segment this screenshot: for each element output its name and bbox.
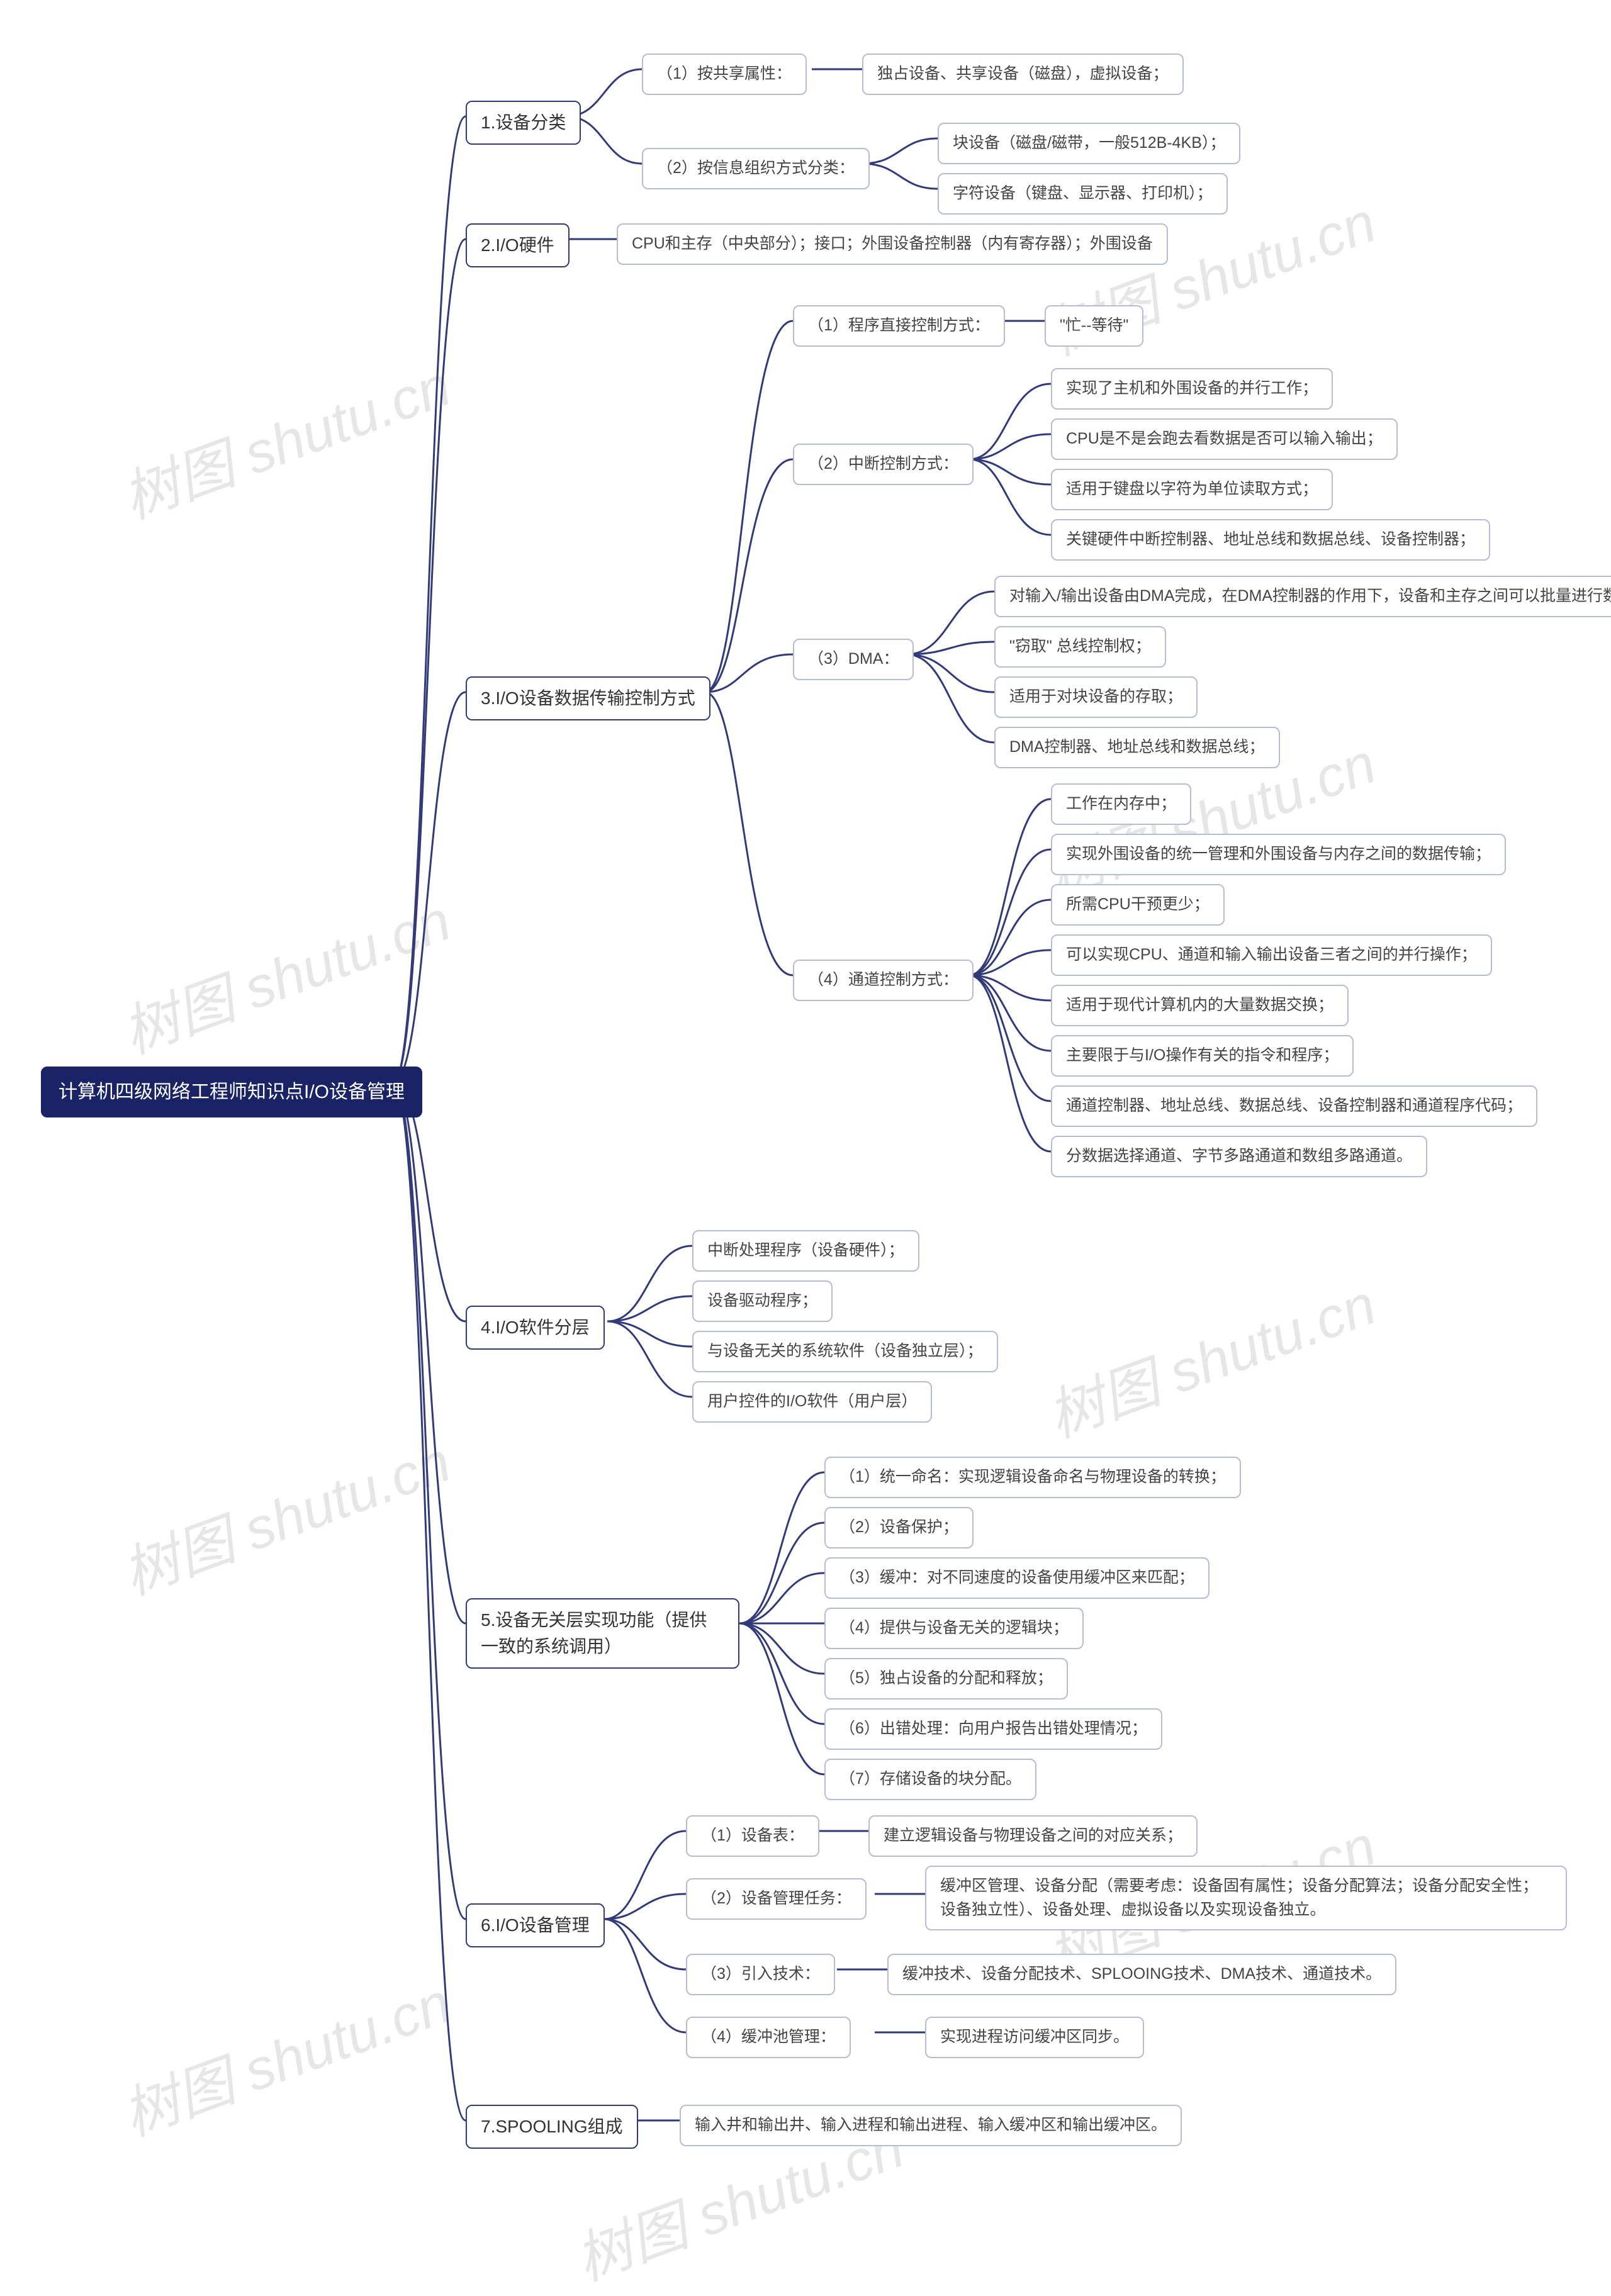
leaf-3-3: （3）DMA：: [793, 639, 914, 680]
leaf-3-2-3: 适用于键盘以字符为单位读取方式；: [1051, 469, 1333, 510]
leaf-7-1: 输入井和输出井、输入进程和输出进程、输入缓冲区和输出缓冲区。: [680, 2105, 1182, 2146]
leaf-3-1-1: "忙--等待": [1045, 305, 1143, 347]
leaf-5-3: （3）缓冲：对不同速度的设备使用缓冲区来匹配；: [824, 1557, 1210, 1599]
leaf-6-2: （2）设备管理任务：: [686, 1878, 867, 1920]
branch-3: 3.I/O设备数据传输控制方式: [466, 676, 710, 720]
leaf-3-1: （1）程序直接控制方式：: [793, 305, 1005, 347]
leaf-4-4: 用户控件的I/O软件（用户层）: [692, 1381, 932, 1423]
leaf-6-1: （1）设备表：: [686, 1815, 819, 1857]
branch-6: 6.I/O设备管理: [466, 1903, 605, 1947]
leaf-3-3-2: "窃取" 总线控制权；: [994, 626, 1166, 668]
branch-1: 1.设备分类: [466, 101, 581, 145]
leaf-3-3-4: DMA控制器、地址总线和数据总线；: [994, 727, 1280, 768]
leaf-3-4-8: 分数据选择通道、字节多路通道和数组多路通道。: [1051, 1136, 1427, 1177]
leaf-3-2-1: 实现了主机和外围设备的并行工作；: [1051, 368, 1333, 410]
leaf-3-2: （2）中断控制方式：: [793, 444, 974, 485]
leaf-4-3: 与设备无关的系统软件（设备独立层）；: [692, 1331, 998, 1372]
branch-7: 7.SPOOLING组成: [466, 2105, 638, 2149]
leaf-3-4-7: 通道控制器、地址总线、数据总线、设备控制器和通道程序代码；: [1051, 1085, 1537, 1127]
leaf-3-4-2: 实现外围设备的统一管理和外围设备与内存之间的数据传输；: [1051, 834, 1506, 875]
leaf-6-1-1: 建立逻辑设备与物理设备之间的对应关系；: [868, 1815, 1198, 1857]
branch-4: 4.I/O软件分层: [466, 1306, 605, 1350]
leaf-5-6: （6）出错处理：向用户报告出错处理情况；: [824, 1708, 1162, 1750]
leaf-3-4-6: 主要限于与I/O操作有关的指令和程序；: [1051, 1035, 1354, 1077]
leaf-6-3-1: 缓冲技术、设备分配技术、SPLOOING技术、DMA技术、通道技术。: [887, 1954, 1396, 1995]
leaf-5-5: （5）独占设备的分配和释放；: [824, 1658, 1068, 1700]
leaf-1-1: （1）按共享属性：: [642, 53, 807, 95]
leaf-3-2-2: CPU是不是会跑去看数据是否可以输入输出；: [1051, 418, 1398, 460]
leaf-1-1-1: 独占设备、共享设备（磁盘），虚拟设备；: [862, 53, 1184, 95]
leaf-2-1: CPU和主存（中央部分）；接口；外围设备控制器（内有寄存器）；外围设备: [617, 223, 1168, 265]
leaf-5-2: （2）设备保护；: [824, 1507, 974, 1548]
leaf-6-4-1: 实现进程访问缓冲区同步。: [925, 2017, 1144, 2058]
leaf-6-3: （3）引入技术：: [686, 1954, 835, 1995]
leaf-5-1: （1）统一命名：实现逻辑设备命名与物理设备的转换；: [824, 1457, 1241, 1498]
leaf-1-2: （2）按信息组织方式分类：: [642, 148, 870, 189]
branch-2: 2.I/O硬件: [466, 223, 570, 267]
leaf-3-4-5: 适用于现代计算机内的大量数据交换；: [1051, 985, 1349, 1026]
root-node: 计算机四级网络工程师知识点I/O设备管理: [41, 1067, 422, 1117]
leaf-4-1: 中断处理程序（设备硬件）；: [692, 1230, 919, 1272]
leaf-6-2-1: 缓冲区管理、设备分配（需要考虑：设备固有属性；设备分配算法；设备分配安全性；设备…: [925, 1866, 1567, 1930]
leaf-1-2-1: 块设备（磁盘/磁带，一般512B-4KB）；: [938, 123, 1240, 164]
leaf-4-2: 设备驱动程序；: [692, 1280, 833, 1322]
leaf-6-4: （4）缓冲池管理：: [686, 2017, 851, 2058]
leaf-1-2-2: 字符设备（键盘、显示器、打印机）；: [938, 173, 1228, 215]
leaf-3-4-3: 所需CPU干预更少；: [1051, 884, 1225, 926]
leaf-3-4: （4）通道控制方式：: [793, 960, 974, 1001]
leaf-5-4: （4）提供与设备无关的逻辑块；: [824, 1608, 1084, 1649]
leaf-5-7: （7）存储设备的块分配。: [824, 1759, 1036, 1800]
leaf-3-4-4: 可以实现CPU、通道和输入输出设备三者之间的并行操作；: [1051, 934, 1492, 976]
leaf-3-2-4: 关键硬件中断控制器、地址总线和数据总线、设备控制器；: [1051, 519, 1490, 561]
branch-5: 5.设备无关层实现功能（提供一致的系统调用）: [466, 1598, 739, 1669]
leaf-3-4-1: 工作在内存中；: [1051, 783, 1191, 825]
leaf-3-3-1: 对输入/输出设备由DMA完成，在DMA控制器的作用下，设备和主存之间可以批量进行…: [994, 576, 1611, 617]
leaf-3-3-3: 适用于对块设备的存取；: [994, 676, 1198, 718]
